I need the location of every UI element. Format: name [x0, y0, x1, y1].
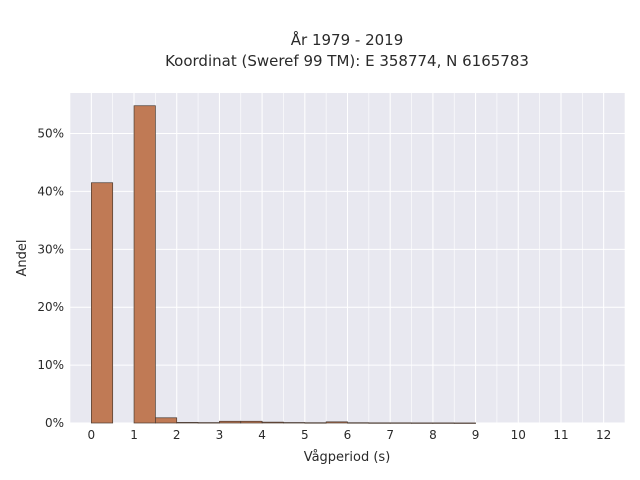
histogram-bar: [368, 422, 391, 424]
y-tick-label: 50%: [37, 127, 64, 141]
histogram-bar: [90, 182, 114, 424]
x-tick-label: 11: [553, 428, 568, 442]
histogram-bar: [176, 422, 199, 424]
histogram-bar: [133, 105, 156, 424]
x-axis-ticks: 0 1 2 3 4 5 6 7 8 9 10 11 12: [88, 428, 612, 442]
x-axis-label: Vågperiod (s): [304, 450, 391, 465]
grid-lines: [69, 93, 626, 424]
x-tick-label: 10: [511, 428, 526, 442]
histogram-bar: [389, 422, 412, 424]
histogram-bar: [219, 420, 242, 424]
x-tick-label: 9: [472, 428, 480, 442]
histogram-bar: [453, 422, 476, 424]
histogram-bar: [155, 417, 178, 424]
histogram-bar: [240, 420, 263, 424]
x-tick-label: 7: [386, 428, 394, 442]
histogram-bar: [283, 422, 306, 424]
y-tick-label: 30%: [37, 242, 64, 256]
x-tick-label: 0: [88, 428, 96, 442]
histogram-bar: [325, 421, 348, 424]
y-tick-label: 40%: [37, 184, 64, 198]
x-tick-label: 4: [258, 428, 266, 442]
x-tick-label: 1: [130, 428, 138, 442]
x-tick-label: 2: [173, 428, 181, 442]
histogram-bar: [411, 422, 434, 424]
histogram-bar: [347, 422, 370, 424]
x-tick-label: 6: [344, 428, 352, 442]
histogram-bar: [261, 421, 284, 424]
histogram-bar: [197, 422, 220, 424]
x-tick-label: 5: [301, 428, 309, 442]
bar-series: [90, 105, 476, 424]
chart-title-line1: År 1979 - 2019: [291, 30, 404, 49]
histogram-bar: [432, 422, 455, 424]
histogram-bar: [304, 422, 327, 424]
y-tick-label: 0%: [45, 416, 64, 430]
chart-title-line2: Koordinat (Sweref 99 TM): E 358774, N 61…: [165, 52, 529, 70]
y-axis-label: Andel: [15, 240, 30, 277]
y-tick-label: 10%: [37, 358, 64, 372]
x-tick-label: 12: [596, 428, 611, 442]
x-tick-label: 3: [216, 428, 224, 442]
x-tick-label: 8: [429, 428, 437, 442]
y-axis-ticks: 0% 10% 20% 30% 40% 50%: [37, 127, 64, 430]
y-tick-label: 20%: [37, 300, 64, 314]
